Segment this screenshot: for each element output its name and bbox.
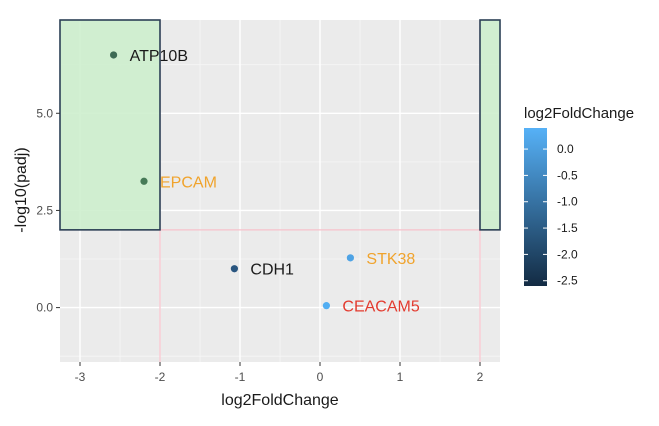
x-tick-label: 2	[477, 370, 484, 384]
legend-title: log2FoldChange	[524, 105, 634, 122]
point-ceacam5	[322, 302, 330, 310]
y-axis-ticks: 0.0 2.5 5.0	[36, 106, 60, 315]
legend-tick-label: -0.5	[557, 168, 578, 182]
legend-tick-label: -2.5	[557, 274, 578, 288]
data-points	[110, 51, 354, 310]
x-tick-label: -1	[235, 370, 246, 384]
label-cdh1: CDH1	[250, 262, 294, 279]
highlight-region-2	[479, 19, 501, 231]
legend-colorbar	[524, 128, 547, 286]
legend-ticks: 0.0 -0.5 -1.0 -1.5 -2.0 -2.5	[524, 142, 578, 288]
x-axis-title: log2FoldChange	[221, 392, 339, 409]
legend-tick-label: -1.5	[557, 221, 578, 235]
point-epcam	[140, 177, 148, 185]
legend: log2FoldChange 0.0 -0.5 -1.0 -1.5 -2.0 -2.5	[524, 105, 634, 288]
x-tick-label: 1	[397, 370, 404, 384]
y-tick-label: 0.0	[36, 301, 53, 315]
legend-tick-label: -1.0	[557, 195, 578, 209]
x-tick-label: -2	[155, 370, 166, 384]
legend-tick-label: -2.0	[557, 247, 578, 261]
point-labels: ATP10B EPCAM CDH1 STK38 CEACAM5	[130, 48, 420, 316]
x-tick-label: -3	[75, 370, 86, 384]
y-axis-title: -log10(padj)	[13, 147, 30, 232]
point-cdh1	[230, 265, 238, 273]
label-stk38: STK38	[366, 251, 415, 268]
y-tick-label: 5.0	[36, 106, 53, 120]
x-axis-ticks: -3 -2 -1 0 1 2	[75, 362, 484, 384]
y-tick-label: 2.5	[36, 203, 53, 217]
x-tick-label: 0	[317, 370, 324, 384]
legend-tick-label: 0.0	[557, 142, 574, 156]
point-atp10b	[110, 51, 118, 59]
label-epcam: EPCAM	[160, 174, 217, 191]
label-atp10b: ATP10B	[130, 48, 188, 65]
point-stk38	[346, 254, 354, 262]
label-ceacam5: CEACAM5	[342, 299, 419, 316]
